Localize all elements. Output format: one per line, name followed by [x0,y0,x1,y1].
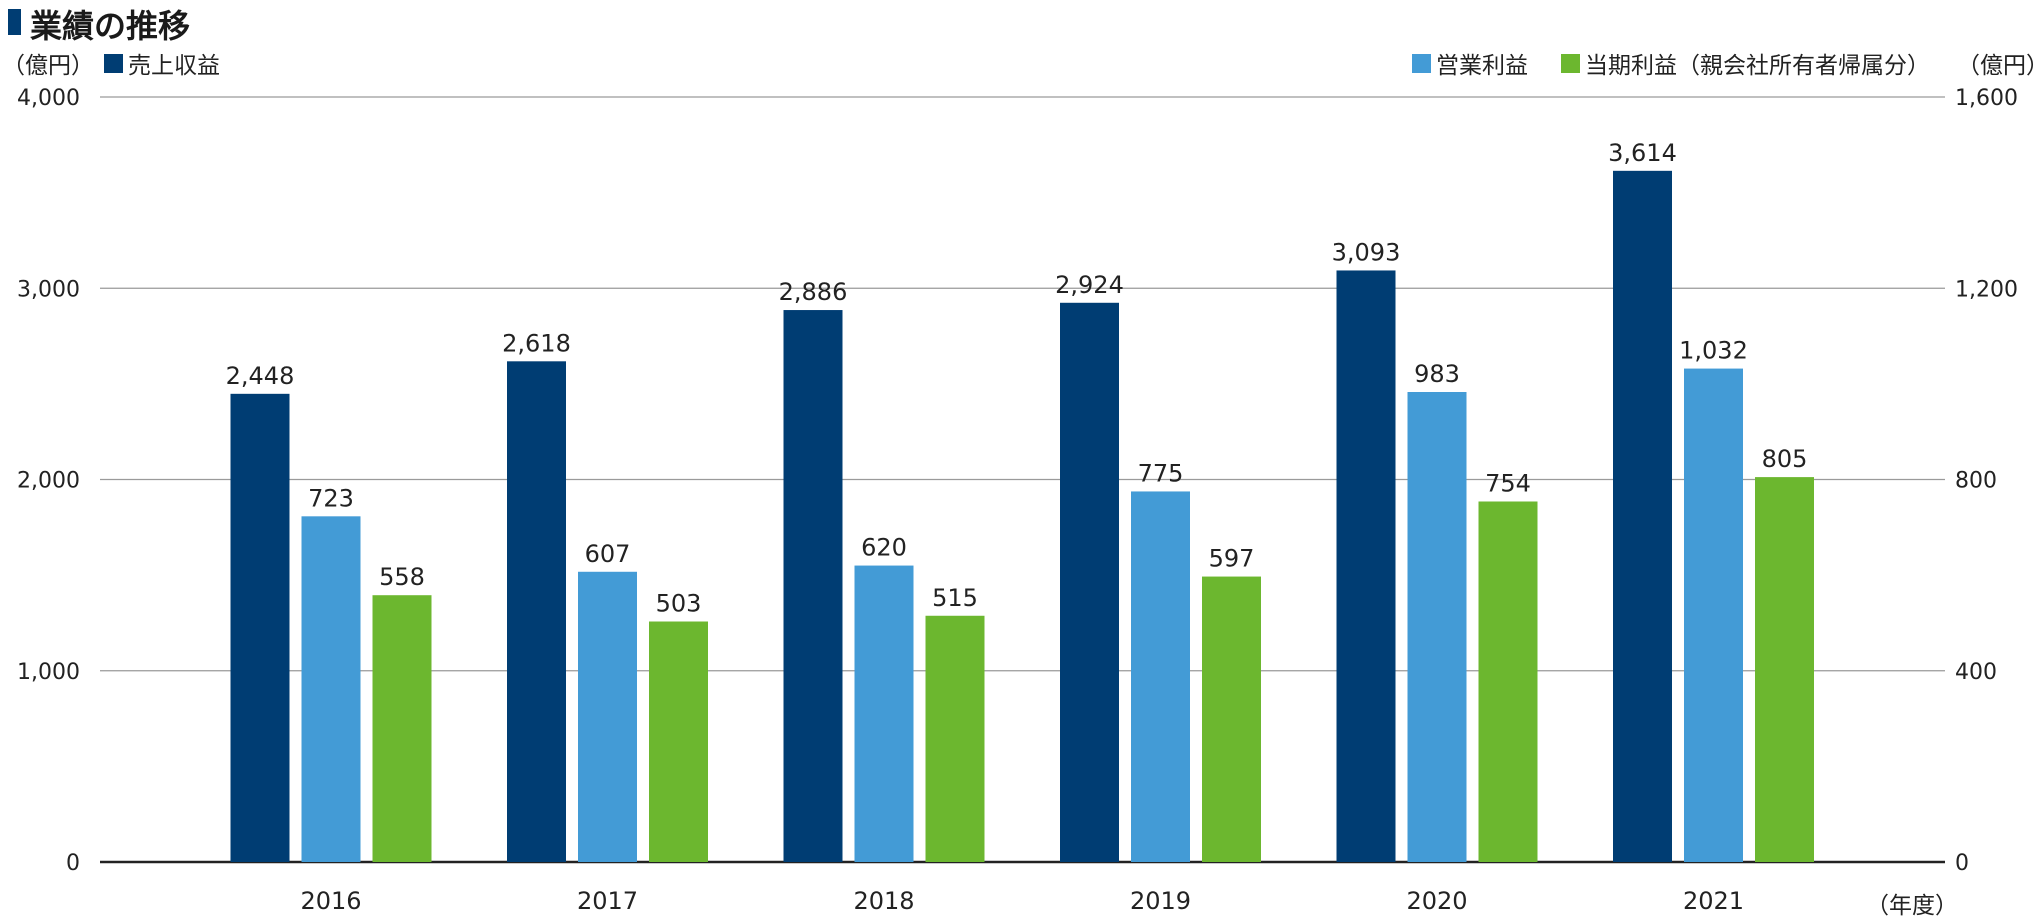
legend-revenue: 売上収益 [104,46,220,80]
bar-net [372,595,432,862]
y-right-tick-label: 800 [1955,469,1997,494]
data-label: 983 [1414,360,1460,388]
right-axis-unit: （億円） [1957,53,2038,79]
y-right-tick-label: 400 [1955,660,1997,685]
y-right-tick-label: 1,200 [1955,277,2018,302]
data-label: 775 [1138,459,1184,487]
data-label: 3,093 [1332,238,1401,266]
bar-net [1202,576,1261,862]
bar-operating [1131,491,1190,862]
data-label: 2,924 [1055,271,1124,299]
left-axis-unit: （億円） [2,53,94,79]
bar-net [925,615,985,862]
data-label: 2,886 [779,278,848,306]
y-left-tick-label: 3,000 [17,277,80,302]
data-label: 2,448 [226,362,295,390]
bar-operating [854,565,914,862]
bar-net [649,621,708,862]
legend-swatch-revenue [104,53,123,73]
bar-operating [578,571,637,862]
x-axis-unit: （年度） [1866,893,1958,919]
y-right-tick-label: 0 [1955,851,1969,876]
data-label: 1,032 [1679,337,1748,365]
data-label: 805 [1762,445,1808,473]
legend-swatch-net [1561,53,1580,73]
bar-operating [1684,368,1743,862]
data-label: 3,614 [1608,139,1677,167]
legend-swatch-operating [1412,53,1431,73]
y-left-tick-label: 1,000 [17,660,80,685]
x-tick-label: 2017 [577,887,638,915]
bar-revenue [783,310,843,862]
x-tick-label: 2021 [1683,887,1744,915]
legend-label-net: 当期利益（親会社所有者帰属分） [1585,53,1930,79]
bar-revenue [507,361,566,862]
chart-title: 業績の推移 [30,7,191,45]
data-label: 597 [1209,545,1255,573]
data-label: 558 [379,563,425,591]
legend-operating: 営業利益 [1412,46,1528,80]
x-tick-label: 2018 [853,887,914,915]
data-label: 723 [308,484,354,512]
bar-net [1478,501,1538,862]
x-tick-label: 2019 [1130,887,1191,915]
bar-revenue [1613,170,1672,862]
data-label: 754 [1485,469,1531,497]
y-left-tick-label: 4,000 [17,86,80,111]
bar-operating [301,516,361,862]
x-tick-label: 2020 [1406,887,1467,915]
data-label: 2,618 [502,329,571,357]
y-left-tick-label: 0 [66,851,80,876]
bar-operating [1407,392,1467,862]
bar-revenue [1060,302,1119,862]
y-left-tick-label: 2,000 [17,469,80,494]
legend-label-operating: 営業利益 [1436,53,1528,79]
data-label: 515 [932,584,978,612]
bar-revenue [230,393,290,862]
y-right-tick-label: 1,600 [1955,86,2018,111]
legend-net: 当期利益（親会社所有者帰属分） [1561,46,1930,80]
legend-label-revenue: 売上収益 [128,53,220,79]
title-marker [8,9,21,35]
bar-net [1755,477,1814,862]
data-label: 503 [656,590,702,618]
x-tick-label: 2016 [300,887,361,915]
data-label: 607 [585,540,631,568]
bar-revenue [1336,270,1396,862]
data-label: 620 [861,534,907,562]
